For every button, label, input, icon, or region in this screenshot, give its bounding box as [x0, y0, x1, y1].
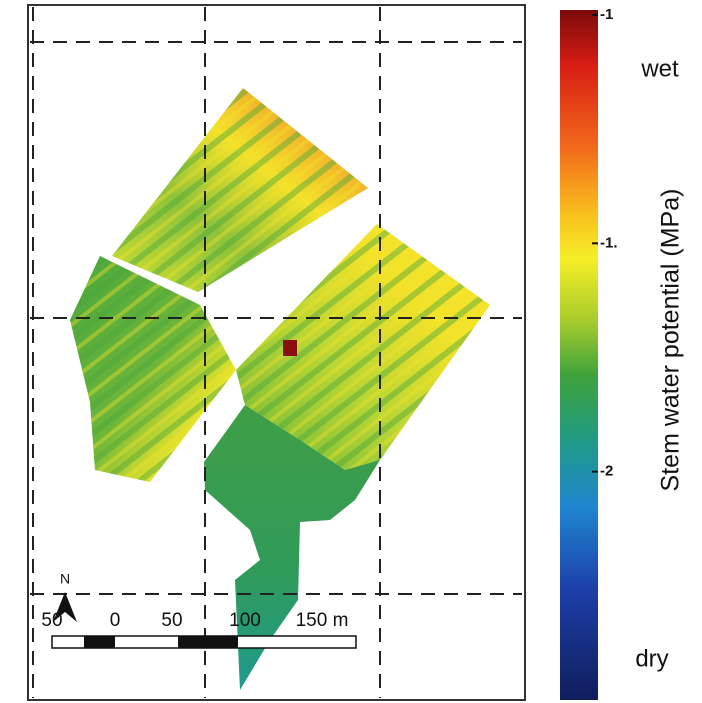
scale-label: 50	[41, 610, 62, 631]
scale-segment	[178, 636, 238, 648]
colorbar-title: Stem water potential (MPa)	[657, 189, 685, 492]
colorbar-tick-label: -1	[600, 6, 613, 23]
wet-spot	[283, 340, 297, 356]
wet-label: wet	[640, 55, 679, 82]
scale-label: 0	[110, 610, 121, 631]
scale-segment	[84, 636, 115, 648]
north-label: N	[60, 571, 70, 587]
colorbar-tick-label: -1.	[600, 234, 618, 251]
colorbar-tick-label: -2	[600, 463, 613, 480]
scale-label: 100	[229, 610, 261, 631]
colorbar	[560, 10, 598, 700]
dry-label: dry	[635, 645, 668, 672]
scale-label: 150 m	[296, 610, 349, 631]
scale-label: 50	[161, 610, 182, 631]
map-figure: N 50 0 50 100 150 m wet dry Stem water poten…	[0, 0, 702, 703]
